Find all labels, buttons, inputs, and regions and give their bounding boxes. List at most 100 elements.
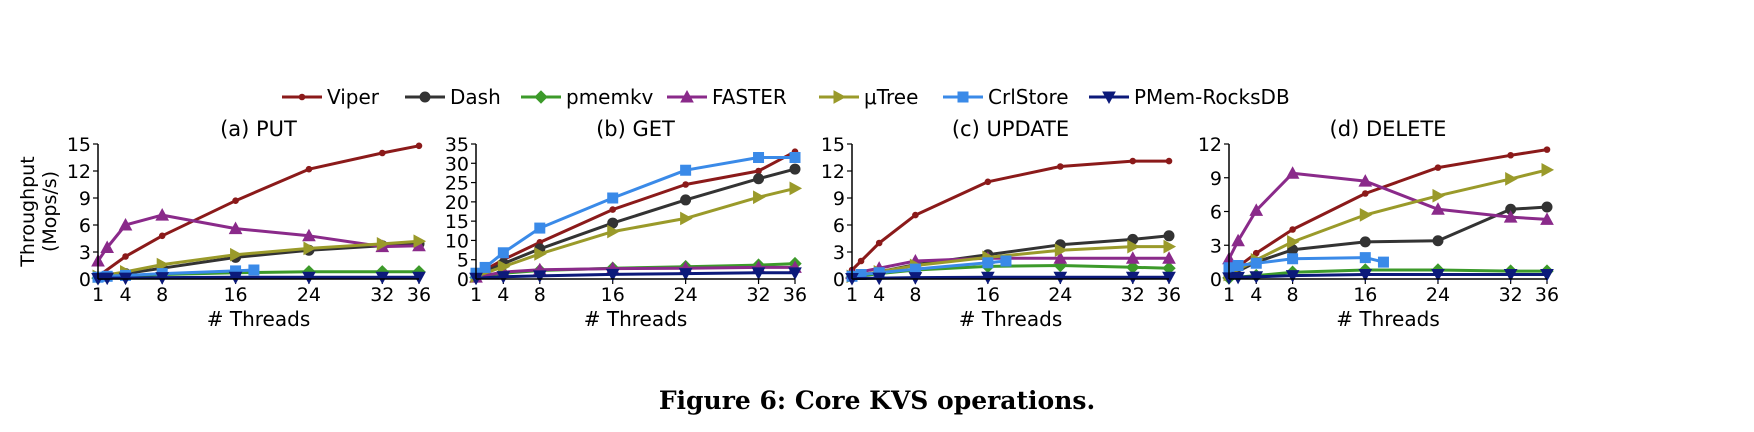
data-point: [984, 178, 992, 186]
y-tick-label: 15: [445, 211, 469, 233]
y-tick-label: 0: [457, 269, 469, 291]
x-tick-label: 36: [783, 284, 807, 306]
data-point: [1358, 174, 1373, 187]
data-point: [1249, 203, 1264, 216]
x-tick-label: 36: [407, 284, 431, 306]
series-faster: [91, 208, 426, 267]
series-pmem-rocksdb: [845, 271, 1176, 286]
data-point: [1287, 235, 1300, 249]
x-tick-label: 16: [223, 284, 247, 306]
data-point: [1359, 208, 1373, 222]
data-point: [412, 271, 426, 285]
series-line: [850, 159, 1169, 272]
x-tick-label: 1: [846, 284, 858, 306]
data-point: [607, 192, 619, 204]
data-point: [155, 272, 170, 285]
data-point: [908, 272, 923, 285]
data-point: [118, 217, 133, 231]
legend-marker: [298, 93, 306, 101]
series-crlstore: [470, 152, 801, 279]
x-tick-label: 8: [1287, 284, 1299, 306]
data-point: [232, 197, 239, 204]
x-tick-label: 32: [1121, 284, 1145, 306]
data-point: [1431, 202, 1445, 215]
y-tick-label: 3: [79, 242, 91, 264]
data-point: [1165, 157, 1173, 165]
data-point: [302, 271, 316, 285]
data-point: [155, 208, 170, 221]
legend-item-crlstore: CrlStore: [943, 85, 1069, 109]
x-tick-label: 32: [746, 284, 770, 306]
figure-caption: Figure 6: Core KVS operations.: [658, 386, 1096, 415]
series-pmem-rocksdb: [469, 267, 802, 286]
data-point: [1359, 236, 1371, 248]
data-point: [303, 241, 316, 256]
data-point: [496, 271, 511, 284]
y-axis-label: Throughput(Mops/s): [17, 156, 61, 267]
x-tick-label: 4: [873, 284, 885, 306]
data-point: [156, 257, 170, 272]
data-point: [789, 163, 801, 175]
y-tick-label: 25: [445, 173, 469, 195]
data-point: [1361, 190, 1369, 197]
data-point: [789, 181, 803, 196]
legend-item-viper: Viper: [282, 85, 380, 109]
data-point: [228, 221, 243, 235]
series-viper: [94, 142, 423, 280]
x-tick-label: 1: [1223, 284, 1235, 306]
x-tick-label: 36: [1157, 284, 1181, 306]
x-tick-label: 16: [976, 284, 1000, 306]
legend-label: FASTER: [712, 85, 787, 109]
data-point: [753, 190, 766, 205]
data-point: [609, 206, 617, 213]
data-point: [1358, 269, 1373, 282]
panel-title: (a) PUT: [220, 117, 297, 141]
legend-marker: [1102, 91, 1116, 105]
data-point: [497, 259, 511, 274]
y-tick-label: 6: [1210, 202, 1222, 224]
x-axis-label: # Threads: [584, 307, 687, 331]
data-point: [789, 152, 801, 163]
series-dash: [470, 163, 801, 282]
data-point: [1231, 233, 1245, 247]
data-point: [1054, 243, 1068, 258]
y-tick-label: 0: [79, 269, 91, 291]
data-point: [305, 165, 313, 173]
y-tick-label: 9: [79, 188, 91, 210]
series-tree: [470, 181, 803, 284]
data-point: [375, 271, 390, 285]
series-line: [97, 144, 420, 278]
data-point: [1432, 188, 1446, 203]
data-point: [875, 239, 883, 247]
data-point: [479, 261, 491, 273]
x-tick-label: 24: [297, 284, 321, 306]
x-tick-label: 32: [370, 284, 394, 306]
y-tick-label: 3: [833, 242, 845, 264]
data-point: [1503, 210, 1518, 223]
data-point: [1231, 271, 1245, 285]
data-point: [682, 181, 689, 188]
legend-marker: [680, 89, 694, 103]
data-point: [1434, 164, 1442, 171]
legend-item-pmem-rocksdb: PMem-RocksDB: [1089, 85, 1290, 109]
data-point: [1507, 151, 1514, 159]
data-point: [1285, 166, 1300, 179]
data-point: [1289, 226, 1296, 233]
x-tick-label: 24: [1426, 284, 1450, 306]
data-point: [1541, 163, 1555, 177]
legend-marker: [957, 91, 969, 103]
legend-label: μTree: [864, 85, 918, 109]
data-point: [413, 234, 427, 249]
data-point: [751, 267, 766, 280]
data-point: [1431, 269, 1445, 282]
data-point: [1285, 270, 1300, 283]
x-tick-label: 8: [534, 284, 546, 306]
x-tick-label: 1: [92, 284, 104, 306]
x-tick-label: 32: [1499, 284, 1523, 306]
data-point: [1503, 269, 1518, 282]
